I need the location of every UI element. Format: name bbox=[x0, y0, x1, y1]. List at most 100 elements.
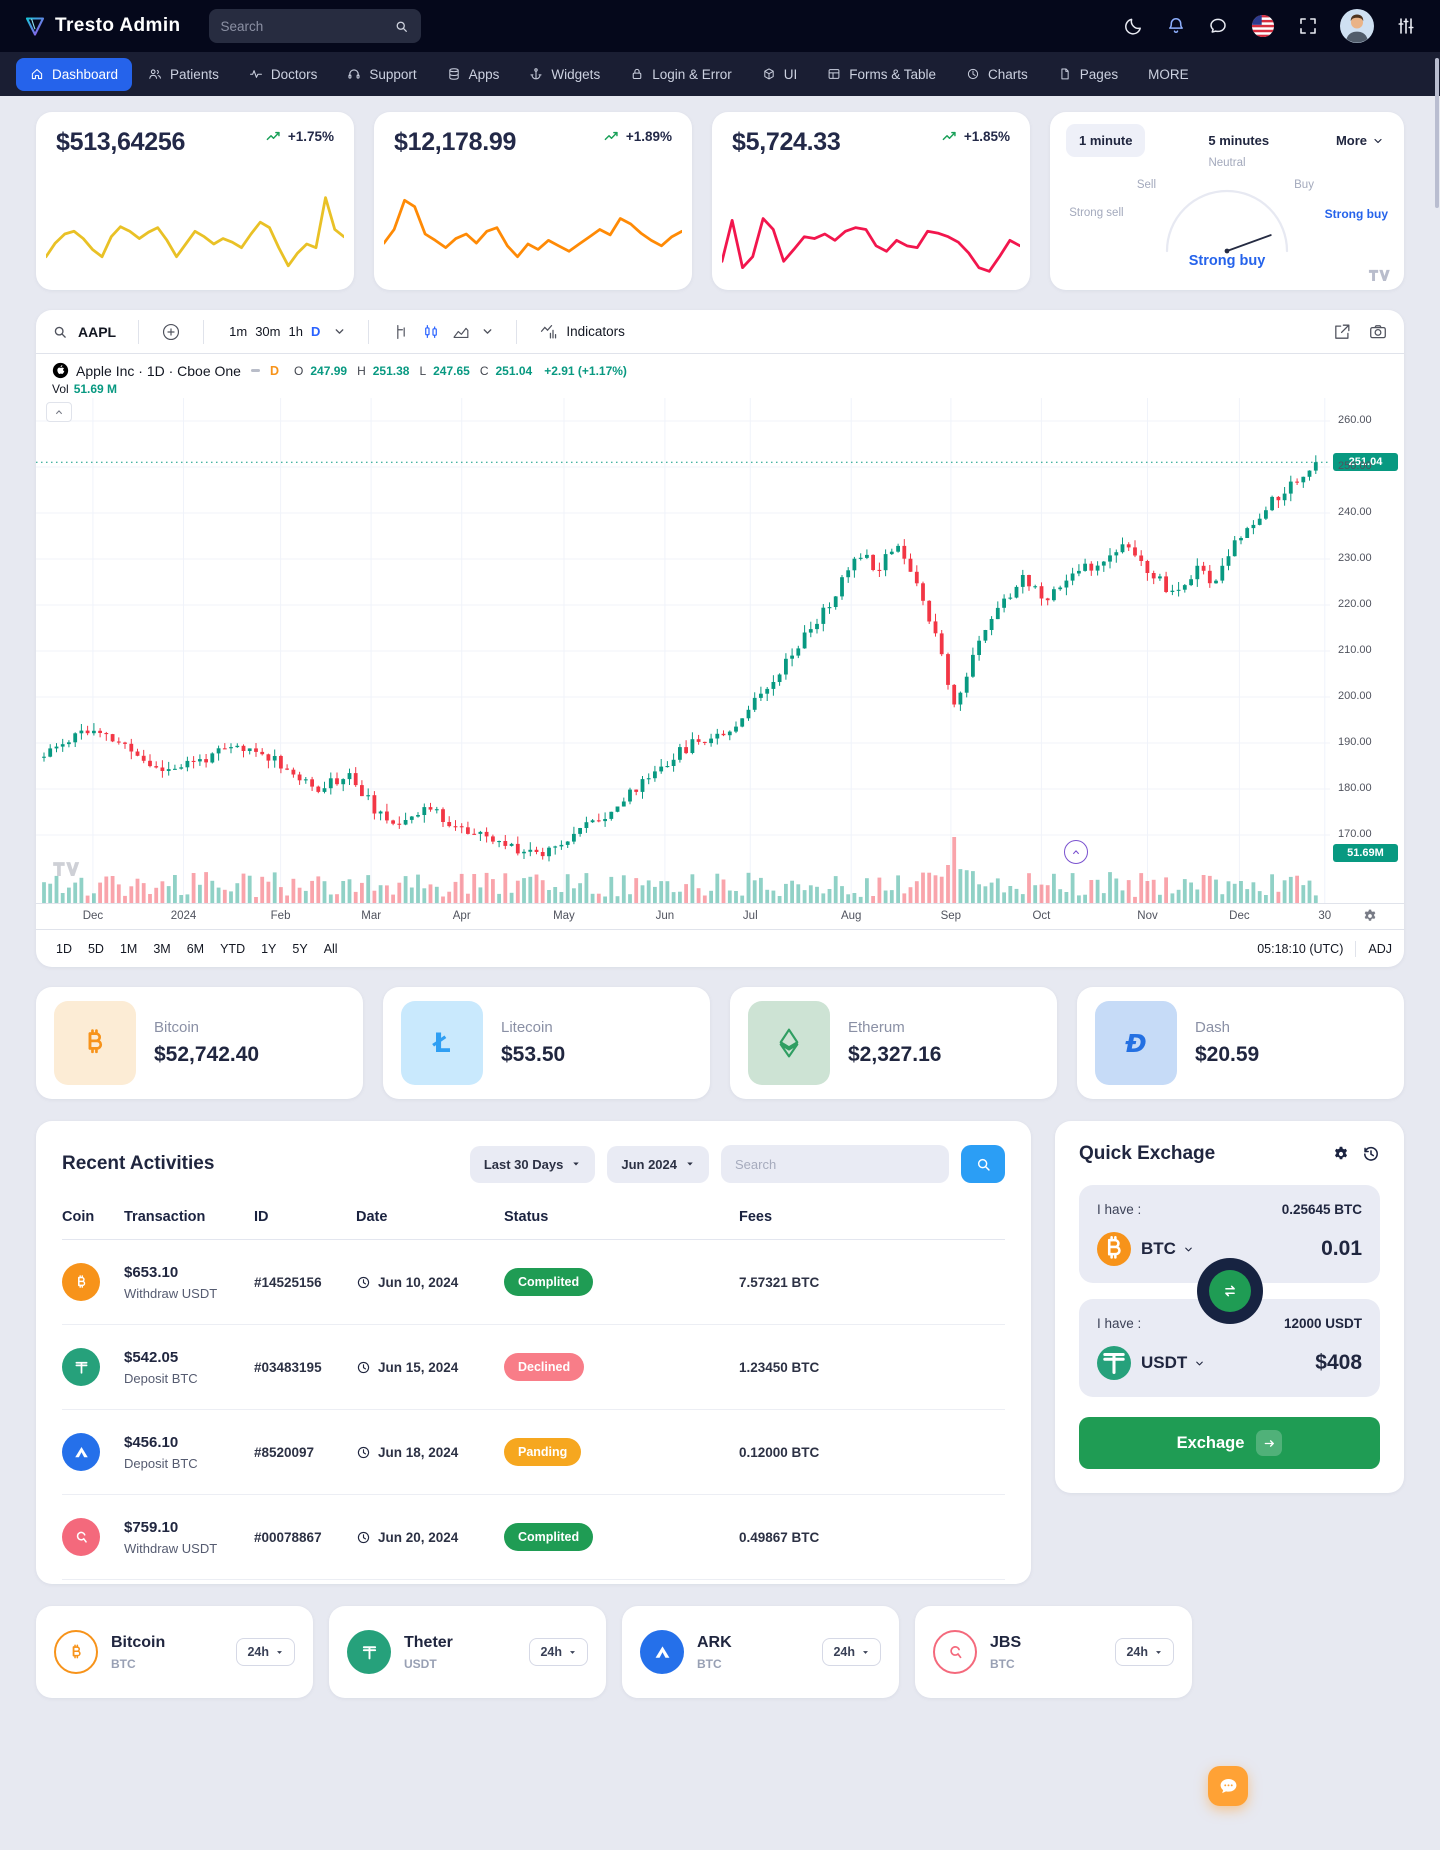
expand-icon[interactable] bbox=[1298, 16, 1318, 36]
go-to-realtime-button[interactable] bbox=[1064, 840, 1088, 864]
navbar-search[interactable] bbox=[208, 9, 421, 43]
flag-us-icon[interactable] bbox=[1250, 13, 1276, 39]
chat-icon[interactable] bbox=[1208, 16, 1228, 36]
menu-item-patients[interactable]: Patients bbox=[134, 58, 233, 91]
avatar[interactable] bbox=[1340, 9, 1374, 43]
activities-search-button[interactable] bbox=[961, 1145, 1005, 1183]
search-input[interactable] bbox=[220, 18, 386, 34]
range-all-button[interactable]: All bbox=[316, 937, 346, 961]
crypto-price: $52,742.40 bbox=[154, 1043, 260, 1066]
svg-text:Ł: Ł bbox=[431, 1028, 450, 1059]
range-1d-button[interactable]: 1D bbox=[48, 937, 80, 961]
area-style-icon[interactable] bbox=[451, 322, 471, 342]
price-tick: 180.00 bbox=[1338, 782, 1372, 794]
menu-item-widgets[interactable]: Widgets bbox=[515, 58, 614, 91]
status-badge: Panding bbox=[504, 1438, 582, 1466]
scrollbar-thumb[interactable] bbox=[1435, 58, 1439, 208]
symbol-search-icon[interactable] bbox=[52, 324, 68, 340]
compare-add-icon[interactable] bbox=[161, 322, 181, 342]
menu-item-login-error[interactable]: Login & Error bbox=[616, 58, 746, 91]
swap-currencies-button[interactable] bbox=[1196, 1258, 1263, 1324]
from-amount-input[interactable]: 0.01 bbox=[1321, 1237, 1362, 1260]
external-link-icon[interactable] bbox=[1332, 322, 1352, 342]
menu-item-pages[interactable]: Pages bbox=[1044, 58, 1132, 91]
activities-search-input[interactable] bbox=[735, 1156, 935, 1172]
range-3m-button[interactable]: 3M bbox=[145, 937, 178, 961]
axis-settings-gear-icon[interactable] bbox=[1362, 908, 1378, 924]
interval-1h-button[interactable]: 1h bbox=[285, 322, 305, 341]
to-amount-input[interactable]: $408 bbox=[1315, 1351, 1362, 1374]
crypto-name: Dash bbox=[1195, 1019, 1231, 1036]
legend-collapse-button[interactable] bbox=[46, 402, 72, 422]
menu-item-charts[interactable]: Charts bbox=[952, 58, 1042, 91]
ticker-range-dropdown[interactable]: 24h bbox=[236, 1638, 295, 1666]
snapshot-camera-icon[interactable] bbox=[1368, 322, 1388, 342]
menu-item-support[interactable]: Support bbox=[333, 58, 430, 91]
brand-name: Tresto Admin bbox=[55, 15, 181, 36]
range-5y-button[interactable]: 5Y bbox=[284, 937, 315, 961]
candles-style-icon[interactable] bbox=[421, 322, 441, 342]
gauge-more-button[interactable]: More bbox=[1332, 125, 1388, 156]
price-tick: 220.00 bbox=[1338, 598, 1372, 610]
interval-1m-button[interactable]: 1m bbox=[226, 322, 250, 341]
sliders-icon[interactable] bbox=[1396, 16, 1416, 36]
month-filter-dropdown[interactable]: Jun 2024 bbox=[607, 1145, 709, 1183]
price-axis[interactable]: 251.04 51.69M 260.00 250.00 240.00 230.00 22… bbox=[1330, 398, 1404, 903]
activities-exchange-row: Recent Activities Last 30 Days Jun 2024 … bbox=[36, 1121, 1404, 1584]
interval-caret-icon[interactable] bbox=[333, 325, 346, 338]
clock-icon bbox=[356, 1275, 371, 1290]
menu-item-doctors[interactable]: Doctors bbox=[235, 58, 332, 91]
clock-icon bbox=[356, 1360, 371, 1375]
ticker-name: ARK bbox=[697, 1633, 732, 1651]
home-icon bbox=[30, 67, 44, 81]
menu-item-more[interactable]: MORE bbox=[1134, 58, 1203, 91]
adjusted-toggle[interactable]: ADJ bbox=[1368, 941, 1392, 956]
range-1y-button[interactable]: 1Y bbox=[253, 937, 284, 961]
search-icon[interactable] bbox=[394, 19, 409, 34]
table-row: $759.10 Withdraw USDT #00078867 Jun 20, 2… bbox=[62, 1495, 1005, 1580]
symbol-label[interactable]: AAPL bbox=[78, 323, 117, 340]
menu-item-ui[interactable]: UI bbox=[748, 58, 812, 91]
ticker-symbol: BTC bbox=[990, 1656, 1015, 1671]
time-tick: Oct bbox=[1032, 910, 1051, 922]
candlestick-chart[interactable] bbox=[36, 398, 1330, 903]
exchange-history-icon[interactable] bbox=[1362, 1145, 1380, 1163]
interval-30m-button[interactable]: 30m bbox=[252, 322, 283, 341]
ticker-range-dropdown[interactable]: 24h bbox=[822, 1638, 881, 1666]
time-tick: Apr bbox=[452, 910, 471, 922]
exchange-settings-gear-icon[interactable] bbox=[1332, 1145, 1350, 1163]
style-caret-icon[interactable] bbox=[481, 325, 494, 338]
time-tick: Aug bbox=[840, 910, 862, 922]
gauge-5-minutes-button[interactable]: 5 minutes bbox=[1204, 125, 1273, 156]
recent-activities-card: Recent Activities Last 30 Days Jun 2024 … bbox=[36, 1121, 1031, 1584]
ticker-range-dropdown[interactable]: 24h bbox=[529, 1638, 588, 1666]
time-axis[interactable]: Dec 2024 Feb Mar Apr May Jun Jul Aug Sep Oct Nov Dec… bbox=[36, 903, 1404, 929]
to-currency-selector[interactable]: USDT bbox=[1141, 1353, 1205, 1373]
period-filter-dropdown[interactable]: Last 30 Days bbox=[469, 1145, 596, 1183]
range-6m-button[interactable]: 6M bbox=[179, 937, 212, 961]
moon-icon[interactable] bbox=[1124, 16, 1144, 36]
indicators-button[interactable]: Indicators bbox=[539, 322, 625, 342]
from-currency-selector[interactable]: BTC bbox=[1141, 1239, 1194, 1259]
bell-icon[interactable] bbox=[1166, 16, 1186, 36]
interval-D-button[interactable]: D bbox=[308, 322, 323, 341]
gauge-1-minute-button[interactable]: 1 minute bbox=[1066, 124, 1146, 157]
chat-fab-button[interactable] bbox=[1208, 1766, 1248, 1806]
bar-style-icon[interactable] bbox=[391, 322, 411, 342]
crypto-name: Bitcoin bbox=[154, 1019, 200, 1036]
menu-item-forms-table[interactable]: Forms & Table bbox=[813, 58, 950, 91]
activities-search[interactable] bbox=[721, 1145, 949, 1183]
exchange-button[interactable]: Exchage bbox=[1079, 1417, 1380, 1469]
ticker-range-dropdown[interactable]: 24h bbox=[1115, 1638, 1174, 1666]
gauge-label-buy: Buy bbox=[1294, 179, 1314, 191]
menu-item-dashboard[interactable]: Dashboard bbox=[16, 57, 133, 91]
legend-title[interactable]: Apple Inc · 1D · Cboe One bbox=[76, 362, 241, 379]
range-ytd-button[interactable]: YTD bbox=[212, 937, 253, 961]
brand[interactable]: Tresto Admin bbox=[24, 15, 181, 37]
menu-item-apps[interactable]: Apps bbox=[433, 58, 514, 91]
range-5d-button[interactable]: 5D bbox=[80, 937, 112, 961]
crypto-name: Etherum bbox=[848, 1019, 905, 1036]
menu-item-label: MORE bbox=[1148, 66, 1189, 82]
range-1m-button[interactable]: 1M bbox=[112, 937, 145, 961]
chart-clock[interactable]: 05:18:10 (UTC) bbox=[1257, 941, 1344, 956]
